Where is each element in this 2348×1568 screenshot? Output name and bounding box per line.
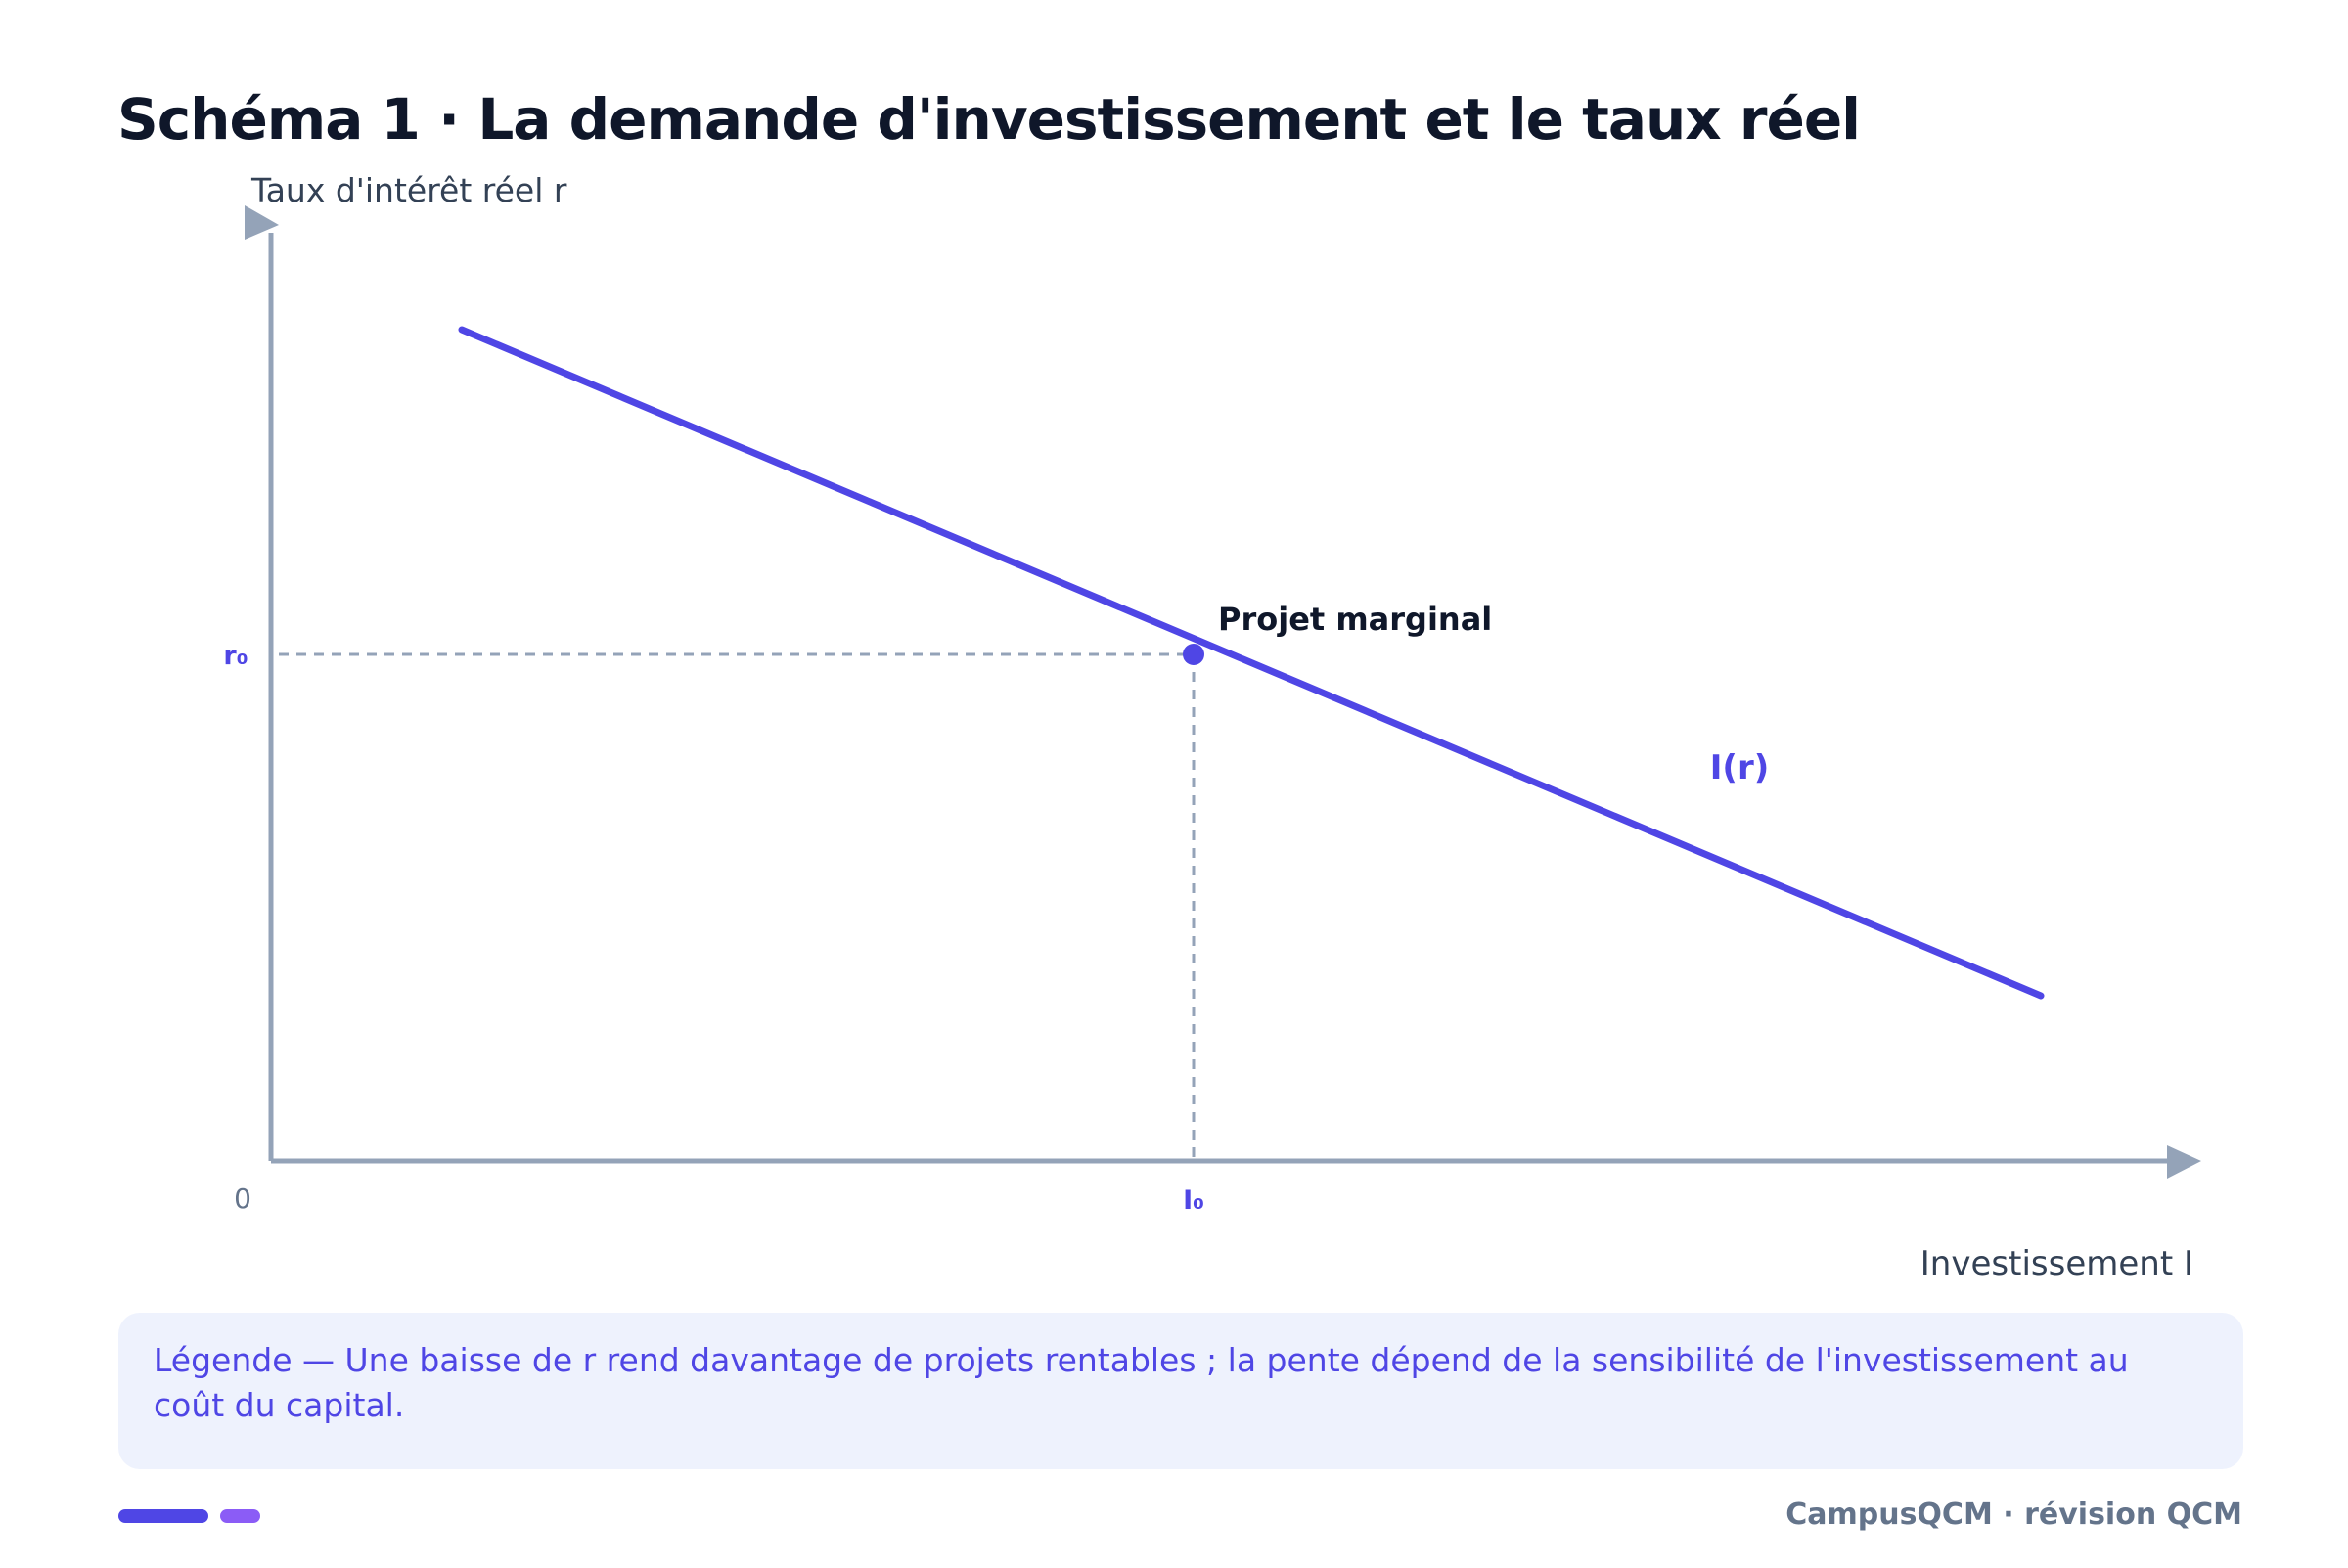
marginal-project-point (1183, 644, 1204, 665)
footer-brand: CampusQCM · révision QCM (1785, 1498, 2242, 1532)
x-axis-arrow (2167, 1145, 2201, 1179)
page-title: Schéma 1 · La demande d'investissement e… (117, 86, 1861, 153)
i0-label: I₀ (1183, 1186, 1204, 1216)
legend-text: Légende — Une baisse de r rend davantage… (154, 1341, 2129, 1424)
x-axis-label: Investissement I (1920, 1244, 2193, 1283)
marginal-project-label: Projet marginal (1218, 601, 1492, 638)
y-axis-arrow (245, 205, 279, 240)
footer-bar-primary (118, 1509, 208, 1523)
investment-demand-curve (458, 326, 2045, 1000)
r0-label: r₀ (223, 641, 248, 671)
origin-label: 0 (234, 1183, 251, 1215)
legend-box: Légende — Une baisse de r rend davantage… (118, 1313, 2243, 1469)
curve-label: I(r) (1710, 748, 1770, 787)
y-axis-label: Taux d'intérêt réel r (250, 171, 567, 209)
footer-bar-secondary (220, 1509, 260, 1523)
